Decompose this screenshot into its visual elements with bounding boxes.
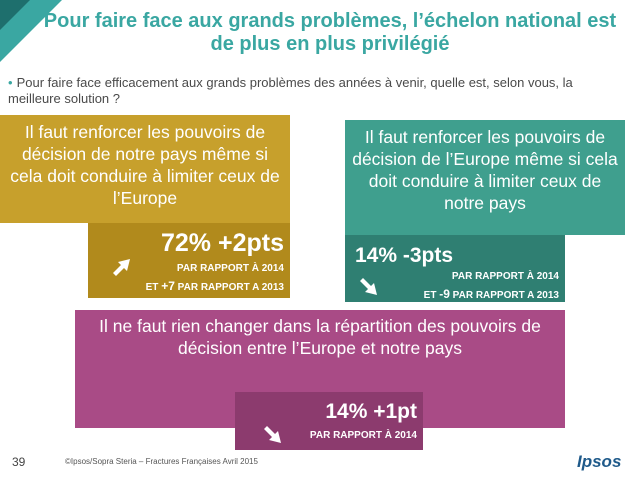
option-europe-text: Il faut renforcer les pouvoirs de décisi…: [352, 127, 618, 213]
option-national-line1: PAR RAPPORT À 2014: [176, 263, 284, 274]
bullet: •: [8, 75, 13, 90]
option-national-box: Il faut renforcer les pouvoirs de décisi…: [0, 115, 290, 223]
option-national-text: Il faut renforcer les pouvoirs de décisi…: [10, 122, 280, 208]
survey-question: • Pour faire face efficacement aux grands…: [8, 75, 618, 107]
option-unchanged-text: Il ne faut rien changer dans la répartit…: [99, 316, 541, 358]
page-title: Pour faire face aux grands problèmes, l’…: [43, 10, 617, 55]
question-text: Pour faire face efficacement aux grands …: [8, 75, 573, 106]
option-national-stat: 72% +2pts: [161, 229, 284, 257]
arrow-down-right-icon: [360, 278, 377, 295]
option-europe-stat-box: 14% -3pts PAR RAPPORT À 2014 ET -9 PAR R…: [345, 235, 565, 302]
page-number: 39: [12, 455, 26, 469]
option-europe-line2: ET -9 PAR RAPPORT A 2013: [423, 287, 559, 301]
option-unchanged-line1: PAR RAPPORT À 2014: [309, 430, 417, 441]
option-europe-stat: 14% -3pts: [355, 244, 454, 267]
option-unchanged-stat-box: 14% +1pt PAR RAPPORT À 2014: [235, 392, 423, 450]
arrow-up-right-icon: [113, 259, 130, 276]
option-unchanged-stat: 14% +1pt: [325, 400, 417, 423]
footer-copyright: ©Ipsos/Sopra Steria – Fractures Français…: [65, 457, 258, 466]
option-europe-line1: PAR RAPPORT À 2014: [451, 271, 559, 282]
option-national-stat-box: 72% +2pts PAR RAPPORT À 2014 ET +7 PAR R…: [88, 223, 290, 298]
option-europe-box: Il faut renforcer les pouvoirs de décisi…: [345, 120, 625, 235]
arrow-down-right-icon: [264, 426, 281, 443]
ipsos-logo: Ipsos: [577, 452, 622, 471]
option-national-line2: ET +7 PAR RAPPORT A 2013: [145, 279, 284, 293]
corner-decoration: [0, 0, 62, 62]
